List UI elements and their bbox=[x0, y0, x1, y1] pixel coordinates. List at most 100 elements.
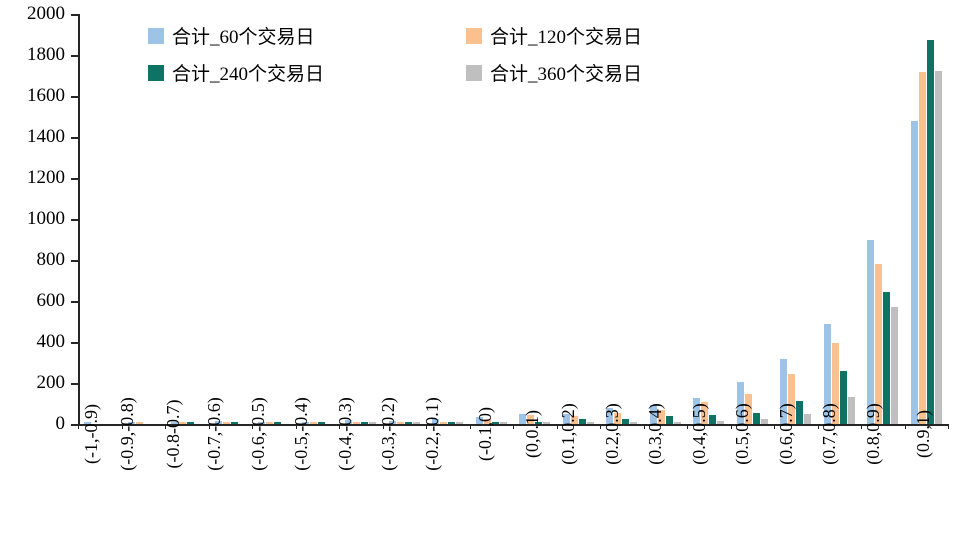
x-tick bbox=[948, 424, 949, 429]
y-tick bbox=[71, 301, 78, 303]
x-tick-label-text: (0,0.1) bbox=[521, 410, 542, 458]
x-tick-label: (0.3,0.4) bbox=[644, 403, 688, 537]
bar-合计_60个交易日-(0.7,0.8) bbox=[823, 323, 831, 424]
bar-合计_120个交易日-(-0.2,-0.1) bbox=[440, 422, 448, 424]
x-tick bbox=[513, 424, 514, 429]
y-tick-label: 200 bbox=[36, 372, 66, 393]
x-tick-label-text: (0.8,0.9) bbox=[862, 403, 883, 465]
legend-label: 合计_240个交易日 bbox=[172, 64, 325, 85]
x-tick-label: (0.2,0.3) bbox=[600, 403, 644, 537]
legend-swatch-icon bbox=[148, 64, 164, 81]
bar-合计_240个交易日-(0.2,0.3) bbox=[622, 418, 630, 424]
y-tick bbox=[71, 137, 78, 139]
y-tick bbox=[71, 342, 78, 344]
x-tick-label: (0.4,0.5) bbox=[687, 403, 731, 537]
x-tick-label-text: (-0.6,-0.5) bbox=[247, 397, 268, 471]
x-tick bbox=[252, 424, 253, 429]
x-tick-label: (-0.4,-0.3) bbox=[335, 397, 383, 537]
legend-item-1: 合计_120个交易日 bbox=[466, 22, 642, 49]
y-tick bbox=[71, 14, 78, 16]
bar-合计_360个交易日-(0.2,0.3) bbox=[630, 421, 638, 424]
x-tick-label: (0.8,0.9) bbox=[861, 403, 905, 537]
x-tick bbox=[774, 424, 775, 429]
y-tick-label: 1800 bbox=[27, 44, 65, 65]
bar-合计_60个交易日-(-0.6,-0.5) bbox=[258, 421, 266, 424]
x-tick bbox=[730, 424, 732, 429]
bar-合计_60个交易日-(0.2,0.3) bbox=[606, 408, 614, 424]
bar-合计_360个交易日-(-0.3,-0.2) bbox=[412, 422, 420, 424]
x-tick bbox=[295, 424, 297, 429]
x-tick-label-text: (0.2,0.3) bbox=[601, 403, 622, 465]
legend-label: 合计_120个交易日 bbox=[490, 27, 643, 48]
legend-item-2: 合计_240个交易日 bbox=[148, 59, 466, 86]
bar-合计_240个交易日-(0.6,0.7) bbox=[796, 401, 804, 424]
bar-合计_120个交易日-(0.2,0.3) bbox=[614, 412, 622, 424]
y-tick-label: 400 bbox=[36, 331, 66, 352]
bar-合计_360个交易日-(0.7,0.8) bbox=[847, 397, 855, 424]
bar-合计_60个交易日-(0,0.1) bbox=[519, 414, 527, 424]
x-tick-label-text: (-0.9,-0.8) bbox=[117, 397, 138, 471]
y-tick-label: 1400 bbox=[27, 126, 65, 147]
bar-合计_120个交易日-(-0.4,-0.3) bbox=[353, 422, 361, 424]
bar-合计_360个交易日-(0,0.1) bbox=[543, 422, 551, 424]
bar-合计_60个交易日-(-0.1,0) bbox=[475, 417, 483, 424]
bar-合计_240个交易日-(-0.1,0) bbox=[491, 422, 499, 424]
x-tick-label: (-0.9,-0.8) bbox=[117, 397, 166, 537]
bar-合计_360个交易日-(0.8,0.9) bbox=[891, 307, 899, 424]
x-tick-label-text: (-1,-0.9) bbox=[80, 404, 101, 464]
x-tick bbox=[165, 424, 166, 429]
bar-合计_240个交易日-(-0.4,-0.3) bbox=[361, 422, 369, 424]
legend-item-0: 合计_60个交易日 bbox=[148, 22, 466, 49]
bar-合计_60个交易日-(0.4,0.5) bbox=[693, 398, 701, 424]
bar-合计_360个交易日-(-0.2,-0.1) bbox=[456, 422, 464, 424]
legend-label: 合计_360个交易日 bbox=[490, 64, 643, 85]
x-tick-label: (0.5,0.6) bbox=[731, 403, 775, 537]
bar-合计_240个交易日-(-0.8-0.7) bbox=[187, 422, 195, 424]
x-tick bbox=[861, 424, 862, 429]
bar-合计_60个交易日-(0.1,0.2) bbox=[562, 413, 570, 424]
x-tick bbox=[78, 424, 79, 429]
x-tick-label-text: (-0.2,-0.1) bbox=[421, 397, 442, 471]
y-tick-label: 0 bbox=[55, 413, 66, 434]
x-tick-label-text: (-0.4,-0.3) bbox=[334, 397, 355, 471]
bar-合计_60个交易日-(-1,-0.9) bbox=[84, 422, 92, 424]
y-tick-label: 2000 bbox=[27, 3, 65, 24]
x-tick-label: (0,0.1) bbox=[513, 410, 557, 537]
bar-合计_120个交易日-(0.1,0.2) bbox=[570, 415, 578, 424]
x-tick-label-text: (-0.7,-0.6) bbox=[204, 397, 225, 471]
bar-合计_240个交易日-(0.3,0.4) bbox=[665, 415, 673, 424]
x-tick-label: (0.9,1) bbox=[905, 410, 949, 537]
x-tick-label-text: (-0.1,0) bbox=[475, 407, 496, 461]
legend-item-3: 合计_360个交易日 bbox=[466, 59, 642, 86]
y-tick-label: 1000 bbox=[27, 208, 65, 229]
bar-合计_120个交易日-(0.9,1) bbox=[918, 72, 926, 424]
bar-合计_360个交易日-(0.9,1) bbox=[934, 71, 942, 424]
bar-合计_360个交易日-(0.6,0.7) bbox=[804, 413, 812, 424]
bar-合计_120个交易日-(0.8,0.9) bbox=[875, 264, 883, 424]
x-tick-label-text: (0.7,0.8) bbox=[819, 403, 840, 465]
x-tick-label: (-0.6,-0.5) bbox=[248, 397, 296, 537]
bar-合计_120个交易日-(0.3,0.4) bbox=[657, 409, 665, 424]
x-tick-label: (-0.1,0) bbox=[470, 407, 514, 537]
x-tick-label: (-0.3,-0.2) bbox=[378, 397, 427, 537]
bar-合计_240个交易日-(-0.3,-0.2) bbox=[404, 422, 412, 424]
bar-合计_360个交易日-(0.1,0.2) bbox=[586, 422, 594, 424]
bar-合计_360个交易日-(-0.1,0) bbox=[499, 422, 507, 424]
bar-合计_240个交易日-(0.4,0.5) bbox=[709, 414, 717, 424]
x-tick-label: (-0.5,-0.4) bbox=[291, 397, 340, 537]
bar-合计_60个交易日-(-0.8-0.7) bbox=[171, 422, 179, 424]
bar-合计_240个交易日-(0,0.1) bbox=[535, 421, 543, 424]
bar-合计_60个交易日-(-0.7,-0.6) bbox=[214, 421, 222, 424]
legend-swatch-icon bbox=[148, 27, 164, 44]
bar-合计_240个交易日-(0.5,0.6) bbox=[752, 412, 760, 424]
bar-合计_120个交易日-(0.7,0.8) bbox=[831, 343, 839, 424]
x-tick-label-text: (0.3,0.4) bbox=[645, 403, 666, 465]
bar-合计_120个交易日-(-0.6,-0.5) bbox=[266, 422, 274, 424]
y-tick bbox=[71, 383, 78, 385]
y-tick bbox=[71, 260, 78, 262]
bar-合计_240个交易日-(-0.5,-0.4) bbox=[317, 422, 325, 424]
bar-合计_120个交易日-(0.4,0.5) bbox=[701, 402, 709, 424]
bar-合计_60个交易日-(-0.9,-0.8) bbox=[127, 422, 135, 424]
bar-合计_360个交易日-(0.3,0.4) bbox=[673, 421, 681, 424]
